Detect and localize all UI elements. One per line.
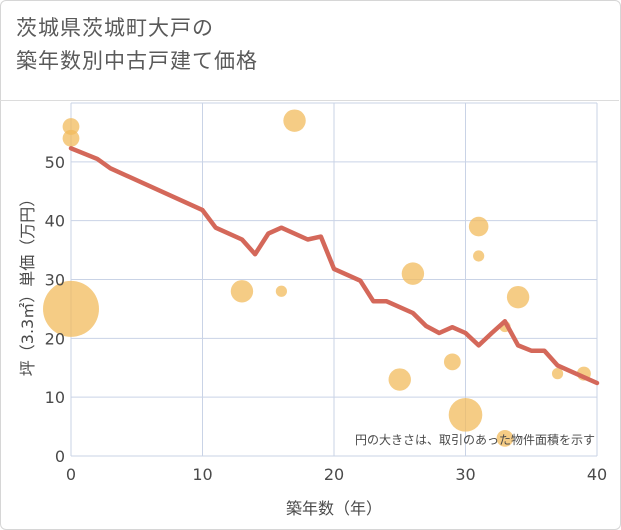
y-tick-label-10: 10 — [45, 388, 65, 407]
grid — [70, 102, 598, 457]
x-tick-label-40: 40 — [587, 465, 607, 484]
bubble-15 — [551, 368, 564, 380]
bubble-1 — [62, 129, 80, 147]
bubble-11 — [473, 250, 485, 262]
bubble-size-note: 円の大きさは、取引のあった物件面積を示す — [355, 432, 595, 447]
chart-title: 茨城県茨城町大戸の 築年数別中古戸建て価格 — [16, 12, 258, 78]
x-tick-label-0: 0 — [66, 465, 76, 484]
x-tick-label-20: 20 — [324, 465, 344, 484]
y-tick-label-50: 50 — [45, 153, 65, 172]
bubble-0 — [62, 118, 80, 135]
bubble-14 — [506, 285, 530, 309]
line-layer — [68, 146, 600, 386]
header-divider — [0, 100, 619, 101]
chart-title-line-1: 茨城県茨城町大戸の — [16, 16, 214, 40]
x-axis-label: 築年数（年） — [286, 499, 382, 518]
x-tick-label-30: 30 — [455, 465, 475, 484]
bubble-12 — [496, 429, 514, 447]
tick-labels: 0 10 20 30 40 50 0 10 20 30 40 — [45, 153, 608, 484]
bubble-layer — [43, 109, 591, 447]
bubble-10 — [468, 216, 489, 237]
chart-title-line-2: 築年数別中古戸建て価格 — [16, 49, 258, 73]
bubble-4 — [275, 285, 287, 297]
bubble-9 — [448, 398, 483, 432]
bubble-6 — [388, 368, 411, 391]
series-line-trend — [68, 146, 600, 386]
bubble-5 — [283, 109, 306, 132]
y-axis-label: 坪（3.3㎡）単価（万円） — [18, 191, 37, 376]
y-tick-label-20: 20 — [45, 329, 65, 348]
bubble-3 — [230, 280, 254, 303]
bubble-2 — [43, 280, 99, 337]
y-tick-label-0: 0 — [55, 447, 65, 466]
bubble-8 — [443, 353, 461, 371]
y-tick-label-40: 40 — [45, 212, 65, 231]
y-tick-label-30: 30 — [45, 271, 65, 290]
bubble-7 — [401, 262, 425, 285]
x-tick-label-10: 10 — [192, 465, 212, 484]
